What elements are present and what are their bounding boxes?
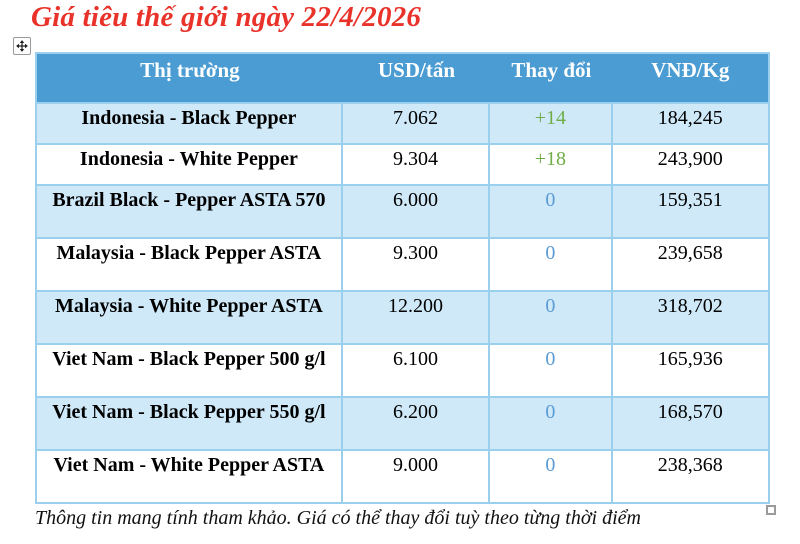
usd-cell[interactable]: 9.300 (342, 237, 491, 290)
usd-cell[interactable]: 6.200 (342, 396, 491, 449)
market-cell[interactable]: Indonesia - Black Pepper (37, 102, 343, 143)
header-vnd[interactable]: VNĐ/Kg (612, 54, 768, 102)
usd-cell[interactable]: 9.000 (342, 449, 491, 502)
table-header-row: Thị trường USD/tấn Thay đổi VNĐ/Kg (37, 54, 768, 102)
change-cell[interactable]: +14 (490, 102, 613, 143)
usd-cell[interactable]: 6.000 (342, 184, 491, 237)
vnd-cell[interactable]: 243,900 (612, 143, 768, 184)
table-row: Indonesia - White Pepper 9.304 +18 243,900 (37, 143, 768, 184)
table-row: Indonesia - Black Pepper 7.062 +14 184,245 (37, 102, 768, 143)
table-move-handle[interactable] (13, 37, 31, 55)
usd-cell[interactable]: 9.304 (342, 143, 491, 184)
vnd-cell[interactable]: 184,245 (612, 102, 768, 143)
header-change[interactable]: Thay đổi (490, 54, 613, 102)
market-cell[interactable]: Viet Nam - White Pepper ASTA (37, 449, 343, 502)
change-cell[interactable]: 0 (490, 343, 613, 396)
header-usd[interactable]: USD/tấn (342, 54, 491, 102)
change-cell[interactable]: 0 (490, 237, 613, 290)
disclaimer-note[interactable]: Thông tin mang tính tham khảo. Giá có th… (35, 507, 641, 529)
vnd-cell[interactable]: 318,702 (612, 290, 768, 343)
usd-cell[interactable]: 7.062 (342, 102, 491, 143)
vnd-cell[interactable]: 238,368 (612, 449, 768, 502)
market-cell[interactable]: Indonesia - White Pepper (37, 143, 343, 184)
table-body: Indonesia - Black Pepper 7.062 +14 184,245 I… (37, 102, 768, 502)
table-row: Viet Nam - Black Pepper 500 g/l 6.100 0 165… (37, 343, 768, 396)
vnd-cell[interactable]: 159,351 (612, 184, 768, 237)
market-cell[interactable]: Malaysia - Black Pepper ASTA (37, 237, 343, 290)
pepper-price-table: Thị trường USD/tấn Thay đổi VNĐ/Kg Indon… (35, 52, 770, 504)
change-cell[interactable]: 0 (490, 290, 613, 343)
change-cell[interactable]: +18 (490, 143, 613, 184)
page-title[interactable]: Giá tiêu thế giới ngày 22/4/2026 (31, 1, 422, 33)
usd-cell[interactable]: 12.200 (342, 290, 491, 343)
move-icon (16, 40, 28, 52)
table-row: Viet Nam - White Pepper ASTA 9.000 0 238,36… (37, 449, 768, 502)
vnd-cell[interactable]: 168,570 (612, 396, 768, 449)
change-cell[interactable]: 0 (490, 184, 613, 237)
market-cell[interactable]: Malaysia - White Pepper ASTA (37, 290, 343, 343)
vnd-cell[interactable]: 165,936 (612, 343, 768, 396)
table-row: Brazil Black - Pepper ASTA 570 6.000 0 159,… (37, 184, 768, 237)
table-row: Malaysia - Black Pepper ASTA 9.300 0 239,65… (37, 237, 768, 290)
table-resize-handle[interactable] (766, 505, 776, 515)
vnd-cell[interactable]: 239,658 (612, 237, 768, 290)
change-cell[interactable]: 0 (490, 449, 613, 502)
table-row: Viet Nam - Black Pepper 550 g/l 6.200 0 168… (37, 396, 768, 449)
market-cell[interactable]: Viet Nam - Black Pepper 500 g/l (37, 343, 343, 396)
header-market[interactable]: Thị trường (37, 54, 343, 102)
table-row: Malaysia - White Pepper ASTA 12.200 0 318,7… (37, 290, 768, 343)
usd-cell[interactable]: 6.100 (342, 343, 491, 396)
market-cell[interactable]: Viet Nam - Black Pepper 550 g/l (37, 396, 343, 449)
change-cell[interactable]: 0 (490, 396, 613, 449)
market-cell[interactable]: Brazil Black - Pepper ASTA 570 (37, 184, 343, 237)
